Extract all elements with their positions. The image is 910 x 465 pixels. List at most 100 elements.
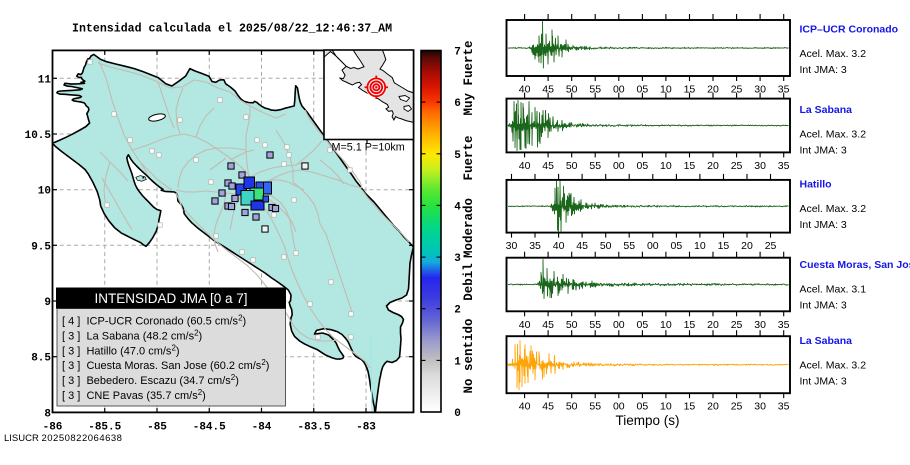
svg-text:10.5: 10.5 xyxy=(25,130,52,142)
svg-text:11: 11 xyxy=(38,74,52,86)
svg-text:50: 50 xyxy=(566,160,578,172)
svg-text:35: 35 xyxy=(778,160,790,172)
svg-text:00: 00 xyxy=(613,401,625,413)
svg-text:[ 3 ] CNE Pavas (35.7 cm/s2): [ 3 ] CNE Pavas (35.7 cm/s2) xyxy=(62,388,206,402)
svg-text:35: 35 xyxy=(778,401,790,413)
svg-text:30: 30 xyxy=(754,319,766,331)
svg-text:45: 45 xyxy=(542,401,554,413)
svg-text:INTENSIDAD JMA [0 a 7]: INTENSIDAD JMA [0 a 7] xyxy=(94,291,247,306)
svg-text:9.5: 9.5 xyxy=(31,241,51,253)
svg-text:-83.5: -83.5 xyxy=(297,422,330,434)
svg-text:05: 05 xyxy=(637,401,649,413)
svg-text:M=5.1 P=10km: M=5.1 P=10km xyxy=(332,142,405,154)
svg-text:[ 3 ] Hatillo (47.0 cm/s2): [ 3 ] Hatillo (47.0 cm/s2) xyxy=(62,343,180,357)
svg-text:-85.5: -85.5 xyxy=(88,422,121,434)
svg-text:Int JMA: 3: Int JMA: 3 xyxy=(800,145,847,157)
svg-text:Acel. Max. 3.2: Acel. Max. 3.2 xyxy=(800,360,867,372)
svg-text:00: 00 xyxy=(613,160,625,172)
svg-text:LISUCR 20250822064638: LISUCR 20250822064638 xyxy=(4,433,122,444)
svg-text:Moderado: Moderado xyxy=(462,198,476,258)
svg-text:15: 15 xyxy=(684,401,696,413)
svg-text:25: 25 xyxy=(731,401,743,413)
svg-text:30: 30 xyxy=(754,160,766,172)
svg-text:05: 05 xyxy=(671,240,683,252)
svg-text:Int JMA: 3: Int JMA: 3 xyxy=(800,376,847,388)
svg-text:-84: -84 xyxy=(252,422,272,434)
svg-text:25: 25 xyxy=(765,240,777,252)
svg-text:Acel. Max. 3.1: Acel. Max. 3.1 xyxy=(800,284,867,296)
svg-text:0: 0 xyxy=(454,408,461,420)
svg-text:Int JMA: 3: Int JMA: 3 xyxy=(800,300,847,312)
svg-text:10: 10 xyxy=(660,160,672,172)
svg-text:10: 10 xyxy=(38,186,51,198)
svg-text:Int JMA: 3: Int JMA: 3 xyxy=(800,64,847,76)
svg-text:Acel. Max. 3.2: Acel. Max. 3.2 xyxy=(800,48,867,60)
svg-text:Int JMA: 3: Int JMA: 3 xyxy=(800,219,847,231)
svg-text:00: 00 xyxy=(647,240,659,252)
svg-text:55: 55 xyxy=(589,319,601,331)
svg-text:Fuerte: Fuerte xyxy=(462,135,476,180)
svg-text:[ 3 ] Cuesta Moras. San Jose: [ 3 ] Cuesta Moras. San Jose (60.2 cm/s2… xyxy=(62,358,269,372)
svg-text:30: 30 xyxy=(754,401,766,413)
svg-text:15: 15 xyxy=(684,160,696,172)
svg-text:-85: -85 xyxy=(147,422,167,434)
svg-text:6: 6 xyxy=(454,98,461,110)
svg-text:-84.5: -84.5 xyxy=(193,422,226,434)
svg-text:15: 15 xyxy=(684,319,696,331)
svg-text:ICP–UCR Coronado: ICP–UCR Coronado xyxy=(800,24,899,36)
svg-text:45: 45 xyxy=(542,160,554,172)
svg-text:20: 20 xyxy=(707,319,719,331)
svg-text:Cuesta Moras, San Jose: Cuesta Moras, San Jose xyxy=(800,259,910,271)
svg-text:2: 2 xyxy=(454,305,461,317)
svg-text:Debil: Debil xyxy=(462,263,476,301)
svg-text:8: 8 xyxy=(44,408,51,420)
svg-text:15: 15 xyxy=(718,240,730,252)
svg-text:8.5: 8.5 xyxy=(31,353,51,365)
svg-text:45: 45 xyxy=(576,240,588,252)
svg-text:10: 10 xyxy=(660,401,672,413)
svg-text:20: 20 xyxy=(707,401,719,413)
svg-text:35: 35 xyxy=(529,240,541,252)
svg-text:Acel. Max. 3.2: Acel. Max. 3.2 xyxy=(800,203,867,215)
svg-text:-86: -86 xyxy=(43,422,63,434)
svg-text:Intensidad calculada el 2025/0: Intensidad calculada el 2025/08/22_12:46… xyxy=(72,23,392,36)
svg-text:40: 40 xyxy=(553,240,565,252)
svg-text:Muy Fuerte: Muy Fuerte xyxy=(462,40,476,115)
svg-text:-83: -83 xyxy=(356,422,376,434)
svg-text:55: 55 xyxy=(589,160,601,172)
svg-text:No sentido: No sentido xyxy=(462,318,476,393)
svg-text:50: 50 xyxy=(566,401,578,413)
svg-text:9: 9 xyxy=(44,297,51,309)
svg-text:1: 1 xyxy=(454,356,461,368)
svg-text:[ 3 ] La Sabana (48.2 cm/s2): [ 3 ] La Sabana (48.2 cm/s2) xyxy=(62,328,202,342)
svg-text:40: 40 xyxy=(519,160,531,172)
svg-text:Acel. Max. 3.2: Acel. Max. 3.2 xyxy=(800,129,867,141)
svg-text:10: 10 xyxy=(660,319,672,331)
svg-text:La Sabana: La Sabana xyxy=(800,335,853,347)
svg-text:3: 3 xyxy=(454,253,461,265)
svg-text:[ 3 ] Bebedero. Escazu (34.7: [ 3 ] Bebedero. Escazu (34.7 cm/s2) xyxy=(62,373,239,387)
svg-text:40: 40 xyxy=(519,401,531,413)
svg-text:20: 20 xyxy=(707,160,719,172)
svg-text:4: 4 xyxy=(454,201,461,213)
svg-text:55: 55 xyxy=(623,240,635,252)
svg-text:50: 50 xyxy=(600,240,612,252)
svg-text:La Sabana: La Sabana xyxy=(800,104,853,116)
svg-text:[ 4 ] ICP-UCR Coronado (60.5: [ 4 ] ICP-UCR Coronado (60.5 cm/s2) xyxy=(62,314,246,328)
svg-text:55: 55 xyxy=(589,401,601,413)
svg-text:10: 10 xyxy=(694,240,706,252)
svg-text:Tiempo (s): Tiempo (s) xyxy=(615,413,679,428)
svg-text:30: 30 xyxy=(506,240,518,252)
svg-text:7: 7 xyxy=(454,47,461,59)
svg-text:05: 05 xyxy=(637,319,649,331)
svg-text:05: 05 xyxy=(637,160,649,172)
svg-text:50: 50 xyxy=(566,319,578,331)
svg-text:45: 45 xyxy=(542,319,554,331)
svg-text:00: 00 xyxy=(613,319,625,331)
svg-text:35: 35 xyxy=(778,319,790,331)
svg-text:Hatillo: Hatillo xyxy=(800,179,832,191)
svg-text:25: 25 xyxy=(731,319,743,331)
svg-text:5: 5 xyxy=(454,150,461,162)
svg-text:40: 40 xyxy=(519,319,531,331)
svg-text:20: 20 xyxy=(741,240,753,252)
